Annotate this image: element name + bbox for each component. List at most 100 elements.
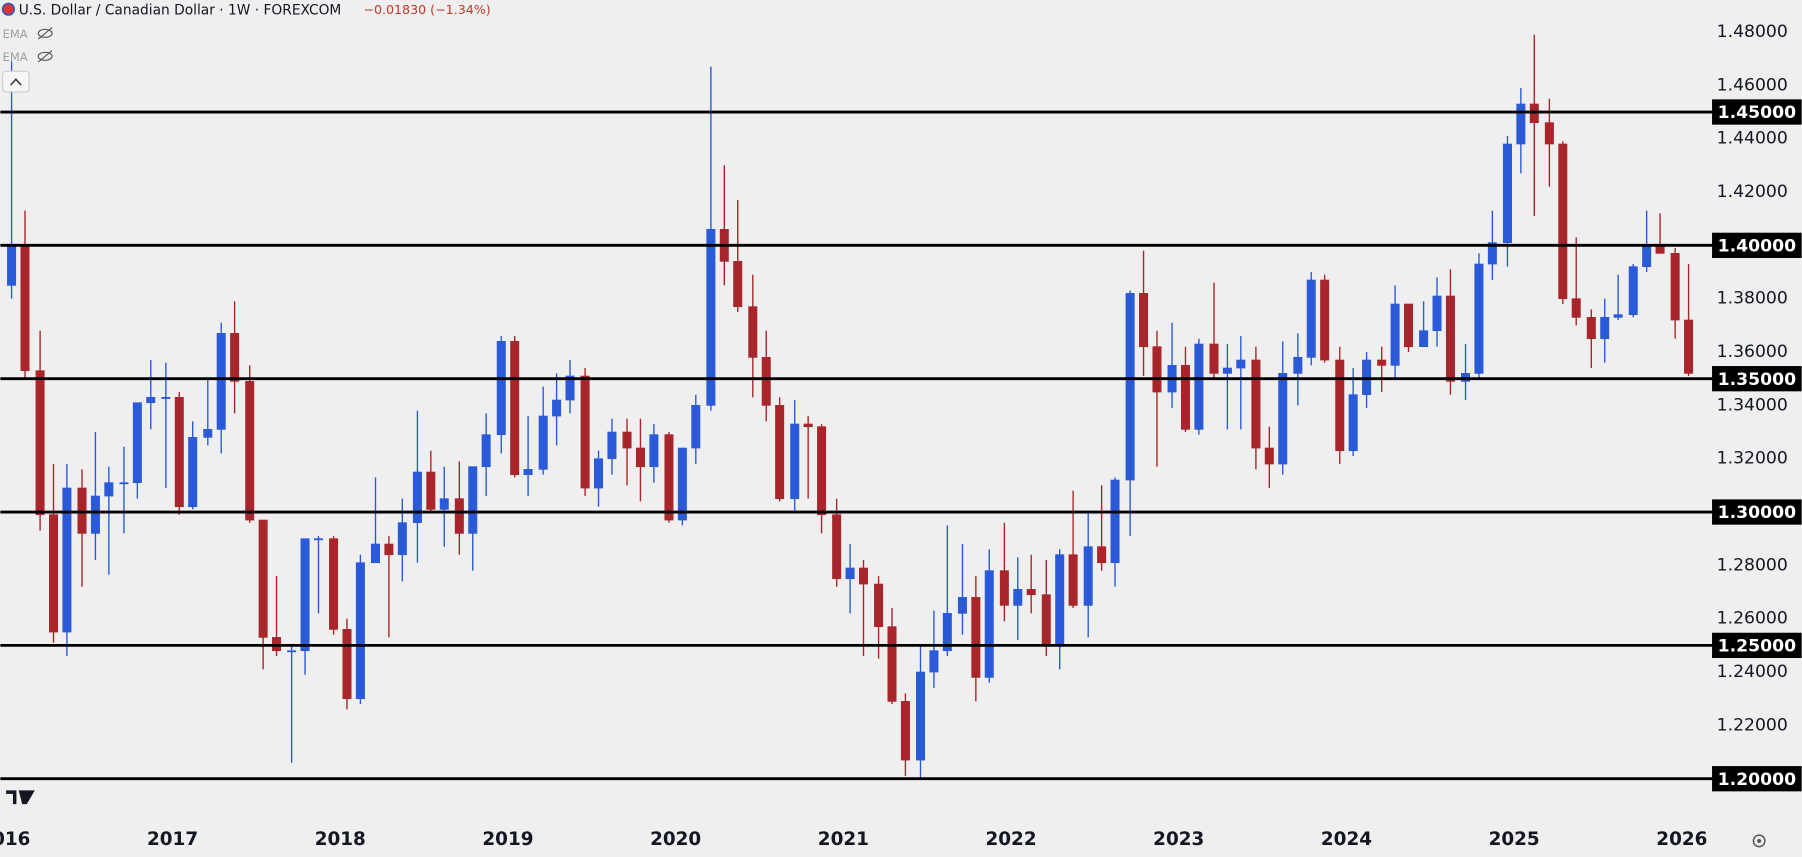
candle-body (1278, 373, 1288, 465)
y-tick-label: 1.48000 (1717, 22, 1788, 42)
level-label: 1.25000 (1718, 637, 1796, 657)
settings-icon-dot (1757, 838, 1762, 843)
candle-body (748, 306, 758, 358)
candle-body (677, 447, 687, 521)
price-change: −0.01830 (−1.34%) (363, 2, 490, 17)
candle-body (454, 498, 464, 534)
overlay: 1.22000 1.24000 1.26000 1.28000 1.32000 1.340… (0, 22, 1802, 850)
candle-body (510, 341, 520, 476)
candle-body (313, 538, 323, 541)
x-tick-label: 2019 (482, 829, 533, 850)
candle-body (7, 245, 17, 286)
candle-body (62, 487, 72, 633)
candle-body (1264, 447, 1274, 465)
candle-body (287, 650, 297, 653)
candle-body (538, 415, 548, 470)
candle-body (132, 402, 142, 484)
candle-body (1335, 359, 1345, 452)
candle-body (957, 597, 967, 614)
candle-body (216, 333, 226, 430)
candle-body (971, 597, 981, 678)
candle-body (607, 431, 617, 460)
x-tick-label: 2020 (650, 829, 701, 850)
candle-body (733, 261, 743, 308)
candle-body (622, 431, 632, 449)
x-tick-label: 2018 (315, 829, 366, 850)
candle-body (1628, 266, 1638, 316)
candle-body (929, 650, 939, 673)
candle-body (481, 434, 491, 468)
level-label-box (1712, 99, 1802, 125)
settings-icon[interactable] (1752, 834, 1766, 848)
candle-body (984, 570, 994, 678)
y-tick-label: 1.28000 (1717, 555, 1788, 575)
candle-body (49, 514, 59, 633)
level-label: 1.40000 (1718, 236, 1796, 256)
candle-body (664, 434, 674, 521)
candle-body (845, 567, 855, 580)
candle-body (1684, 319, 1694, 374)
candle-body (174, 397, 184, 508)
candle-body (1068, 554, 1078, 606)
candle-body (384, 543, 394, 556)
level-label-box (1712, 766, 1802, 792)
level-label: 1.45000 (1718, 103, 1796, 123)
candle-body (817, 426, 827, 516)
candle-body (161, 397, 171, 399)
y-tick-label: 1.24000 (1717, 662, 1788, 682)
collapse-button[interactable] (2, 70, 30, 93)
x-tick-label: 2024 (1321, 829, 1372, 850)
candle-body (803, 423, 813, 428)
candle-body (1445, 295, 1455, 382)
candle-body (1097, 546, 1107, 564)
candle-body (1642, 245, 1652, 268)
candle-body (887, 626, 897, 702)
candle-body (1180, 365, 1190, 430)
candle-body (397, 522, 407, 556)
candle-body (119, 482, 129, 485)
y-tick-label: 1.46000 (1717, 75, 1788, 95)
visibility-icons[interactable] (37, 27, 53, 63)
candle-body (1516, 103, 1526, 145)
x-tick-label: 2022 (985, 829, 1036, 850)
candle-body (258, 519, 268, 638)
indicator-label[interactable]: EMA (3, 50, 28, 64)
level-label-box (1712, 499, 1802, 525)
y-tick-label: 1.22000 (1717, 715, 1788, 735)
indicator-label[interactable]: EMA (3, 27, 28, 41)
candle-body (916, 671, 926, 761)
candle-body (370, 543, 380, 564)
candle-body (1404, 303, 1414, 348)
candle-body (1236, 359, 1246, 369)
level-label: 1.35000 (1718, 370, 1796, 390)
candle-body (355, 562, 365, 700)
y-tick-label: 1.32000 (1717, 449, 1788, 469)
candle-body (1600, 317, 1610, 340)
candle-body (706, 229, 716, 406)
candle-body (858, 567, 868, 585)
candle-body (900, 701, 910, 761)
candle-body (496, 341, 506, 436)
x-tick-label: 2025 (1489, 829, 1540, 850)
candle-body (245, 381, 255, 521)
candle-body (412, 471, 422, 524)
candle-body (1110, 479, 1120, 564)
candle-body (874, 583, 884, 628)
plot-area (7, 34, 1694, 779)
candle-body (594, 458, 604, 489)
candle-body (1083, 546, 1093, 606)
candle-body (1306, 279, 1316, 358)
candle-body (1474, 263, 1484, 374)
candle-body (1320, 279, 1330, 361)
candle-body (1055, 554, 1065, 646)
candle-body (1348, 394, 1358, 452)
candle-body (565, 375, 575, 401)
candle-body (1670, 253, 1680, 321)
candle-body (426, 471, 436, 510)
x-tick-label: 2016 (0, 829, 30, 850)
candle-body (203, 429, 213, 438)
y-tick-label: 1.38000 (1717, 289, 1788, 309)
candle-body (1586, 317, 1596, 340)
candle-body (1013, 589, 1023, 606)
